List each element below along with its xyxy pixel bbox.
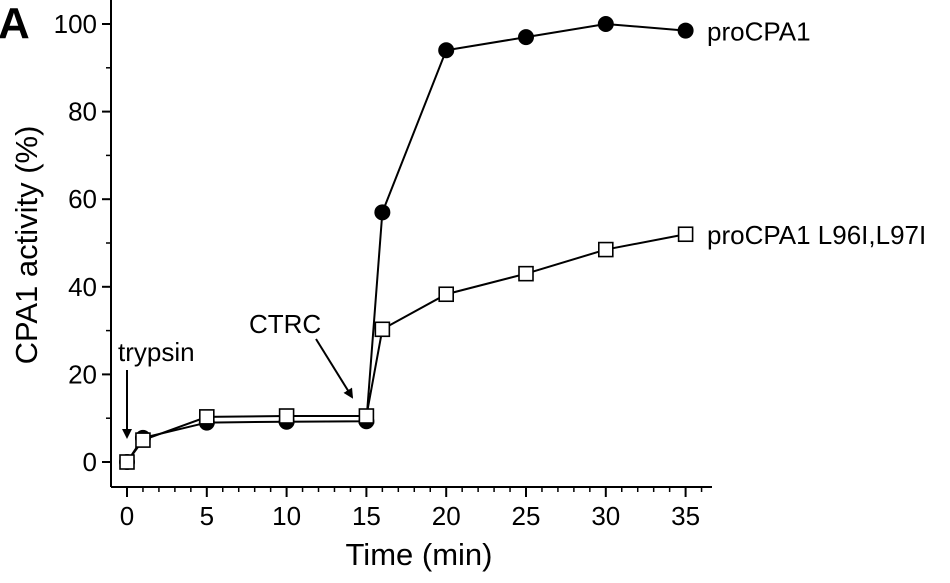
- data-point-square: [438, 286, 455, 303]
- data-point-square: [677, 226, 694, 243]
- y-tick-label: 20: [68, 359, 97, 389]
- ticks: 0 20 40 60 80 100 0 5 10 15 20 25 30 35: [54, 9, 703, 531]
- y-tick-label: 40: [68, 272, 97, 302]
- data-point-circle: [677, 22, 694, 39]
- data-point-square: [119, 454, 135, 470]
- x-tick-label: 20: [432, 501, 461, 531]
- x-tick-label: 15: [352, 501, 381, 531]
- x-tick-label: 10: [272, 501, 301, 531]
- data-point-square: [135, 432, 151, 448]
- data-point-square: [518, 265, 534, 282]
- data-point-square: [358, 408, 375, 424]
- ctrc-label: CTRC: [249, 309, 321, 339]
- ctrc-arrow: [315, 338, 354, 399]
- x-tick-label: 35: [671, 501, 700, 531]
- data-point-circle: [518, 29, 534, 46]
- data-point-square: [374, 321, 391, 338]
- y-tick-label: 60: [68, 184, 97, 214]
- series-label: proCPA1: [707, 17, 811, 47]
- x-axis-title: Time (min): [346, 537, 493, 572]
- y-tick-label: 80: [68, 97, 97, 127]
- y-axis-title: CPA1 activity (%): [9, 126, 44, 365]
- data-point-square: [278, 408, 295, 424]
- data-point-square: [597, 241, 614, 258]
- x-tick-label: 30: [591, 501, 620, 531]
- series-layer: proCPA1 proCPA1 L96I,L97I: [119, 16, 926, 470]
- series-line: [126, 22, 686, 463]
- y-tick-label: 0: [83, 447, 97, 477]
- series-line: [126, 233, 686, 463]
- x-tick-label: 5: [200, 501, 214, 531]
- x-tick-label: 25: [512, 501, 541, 531]
- data-point-circle: [597, 16, 614, 32]
- x-tick-label: 0: [120, 501, 134, 531]
- data-point-circle: [374, 204, 391, 221]
- series-label: proCPA1 L96I,L97I: [707, 220, 926, 250]
- y-tick-label: 100: [54, 9, 97, 39]
- data-point-square: [199, 409, 215, 425]
- annotations: trypsin CTRC: [118, 309, 354, 439]
- panel-label: A: [0, 0, 30, 48]
- trypsin-label: trypsin: [118, 337, 195, 367]
- data-point-circle: [438, 42, 455, 59]
